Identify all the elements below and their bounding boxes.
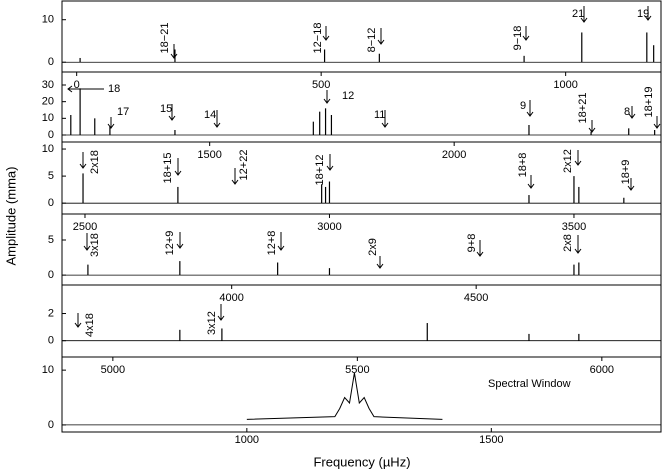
- arrow-head: [170, 53, 178, 59]
- arrow-head: [574, 160, 582, 166]
- y-tick-label: 0: [48, 197, 54, 209]
- arrow-head: [376, 263, 384, 269]
- arrow-head: [174, 170, 182, 176]
- panel-frame: [61, 356, 662, 433]
- arrow-head: [326, 165, 334, 171]
- x-tick-label: 2500: [73, 221, 97, 233]
- y-tick-label: 2: [48, 307, 54, 319]
- arrow-head: [217, 315, 225, 321]
- y-tick-label: 0: [48, 269, 54, 281]
- arrow-head: [74, 322, 82, 328]
- window-label: Spectral Window: [488, 378, 571, 390]
- arrow-head: [526, 111, 534, 117]
- annotation: 18−21: [159, 23, 171, 54]
- y-tick-label: 0: [48, 56, 54, 68]
- arrow-head: [107, 123, 115, 129]
- arrow-head: [176, 243, 184, 249]
- arrow-head: [588, 127, 596, 133]
- x-tick-label: 2000: [442, 149, 466, 161]
- arrow-head: [644, 15, 652, 21]
- arrow-head: [377, 39, 385, 45]
- y-tick-label: 10: [42, 364, 54, 376]
- y-tick-label: 0: [48, 129, 54, 141]
- annotation: 17: [117, 106, 129, 118]
- x-tick-label: 4500: [464, 292, 488, 304]
- annotation: 18: [108, 83, 120, 95]
- y-tick-label: 30: [42, 79, 54, 91]
- annotation: 12+8: [266, 231, 278, 256]
- arrow-head: [67, 85, 73, 93]
- arrow-head: [323, 98, 331, 104]
- x-tick-label: 6000: [590, 364, 614, 376]
- annotation: 12+22: [238, 150, 250, 181]
- annotation: 2x12: [562, 149, 574, 173]
- x-tick-label: 3000: [317, 221, 341, 233]
- annotation: 4x18: [84, 313, 96, 337]
- annotation: 9+8: [466, 234, 478, 253]
- arrow-head: [277, 245, 285, 251]
- annotation: 11: [374, 109, 385, 121]
- x-tick-label: 5000: [101, 364, 125, 376]
- arrow-head: [580, 17, 588, 23]
- annotation: 2x9: [367, 238, 379, 256]
- annotation: 3x12: [206, 311, 218, 335]
- annotation: 8−12: [366, 28, 378, 53]
- x-tick-label: 5500: [345, 364, 369, 376]
- arrow-head: [79, 163, 87, 169]
- y-tick-label: 10: [42, 112, 54, 124]
- annotation: 18+9: [620, 160, 632, 185]
- y-tick-label: 10: [42, 14, 54, 26]
- x-tick-label: 1000: [235, 434, 259, 446]
- annotation: 8: [624, 106, 630, 118]
- y-tick-label: 5: [48, 234, 54, 246]
- panel-frame: [61, 284, 662, 358]
- x-tick-label: 1000: [553, 79, 577, 91]
- annotation: 12: [342, 90, 354, 102]
- x-tick-label: 500: [312, 79, 330, 91]
- x-tick-label: 0: [74, 79, 80, 91]
- y-tick-label: 5: [48, 170, 54, 182]
- y-tick-label: 0: [48, 335, 54, 347]
- annotation: 18+12: [314, 155, 326, 186]
- annotation: 14: [204, 109, 216, 121]
- y-tick-label: 0: [48, 419, 54, 431]
- annotation: 9: [520, 100, 526, 112]
- annotation: 15: [160, 103, 172, 115]
- annotation: 18+21: [577, 93, 589, 124]
- arrow-head: [168, 115, 176, 121]
- annotation: 18+8: [517, 153, 529, 178]
- x-axis-label: Frequency (µHz): [313, 454, 410, 469]
- arrow-head: [381, 122, 389, 128]
- window-line: [246, 372, 443, 420]
- y-tick-label: 20: [42, 96, 54, 108]
- arrow-head: [522, 35, 530, 41]
- annotation: 2x8: [562, 234, 574, 252]
- arrow-head: [322, 35, 330, 41]
- y-tick-label: 10: [42, 143, 54, 155]
- arrow-head: [627, 185, 635, 191]
- annotation: 3x18: [89, 233, 101, 257]
- annotation: 18+19: [643, 87, 655, 118]
- arrow-head: [213, 122, 221, 128]
- arrow-head: [653, 123, 661, 129]
- annotation: 2x18: [89, 150, 101, 174]
- arrow-head: [527, 183, 535, 189]
- annotation: 18+15: [162, 153, 174, 184]
- x-tick-label: 1500: [479, 434, 503, 446]
- arrow-head: [574, 248, 582, 254]
- x-tick-label: 4000: [219, 292, 243, 304]
- arrow-head: [476, 251, 484, 257]
- x-tick-label: 1500: [197, 149, 221, 161]
- annotation: 19: [637, 8, 649, 20]
- y-axis-label: Amplitude (mma): [3, 167, 18, 266]
- x-tick-label: 3500: [562, 221, 586, 233]
- annotation: 21: [572, 8, 584, 20]
- annotation: 12−18: [312, 23, 324, 54]
- annotation: 12+9: [164, 231, 176, 256]
- arrow-head: [231, 179, 239, 185]
- arrow-head: [628, 113, 636, 119]
- annotation: 9−18: [512, 26, 524, 51]
- arrow-head: [83, 245, 91, 251]
